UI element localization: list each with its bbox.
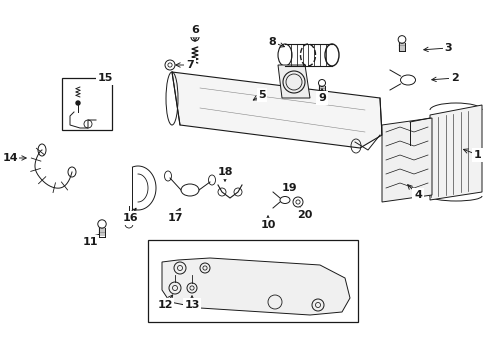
Polygon shape [429,105,481,200]
Text: 9: 9 [317,93,325,103]
Text: 5: 5 [258,90,265,100]
Polygon shape [278,65,309,98]
Text: 7: 7 [186,60,193,70]
Text: 6: 6 [191,25,199,35]
Text: 17: 17 [167,213,183,223]
Polygon shape [162,258,349,315]
Text: 15: 15 [97,73,112,83]
Text: 13: 13 [184,300,199,310]
Text: 12: 12 [157,300,172,310]
Text: 14: 14 [2,153,18,163]
Text: 16: 16 [122,213,138,223]
Circle shape [76,101,80,105]
Text: 20: 20 [297,210,312,220]
Text: 11: 11 [82,237,98,247]
Text: 8: 8 [267,37,275,47]
Text: 10: 10 [260,220,275,230]
Text: 19: 19 [282,183,297,193]
Polygon shape [381,118,431,202]
Text: 1: 1 [473,150,481,160]
Polygon shape [172,72,381,148]
Text: 4: 4 [413,190,421,200]
Text: 18: 18 [217,167,232,177]
Text: 2: 2 [450,73,458,83]
Text: 3: 3 [443,43,451,53]
